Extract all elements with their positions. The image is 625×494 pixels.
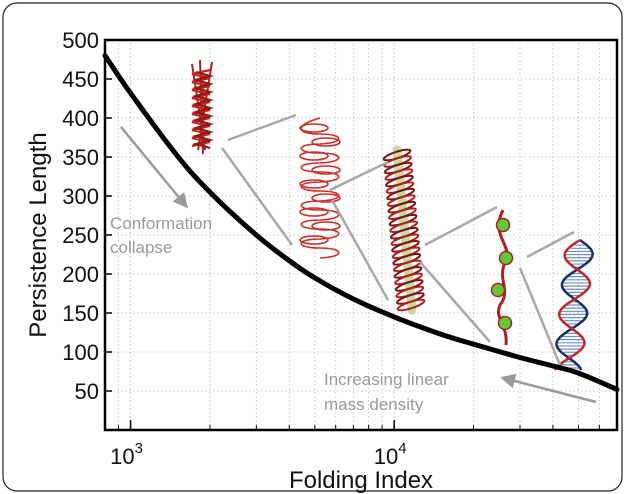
dna-double-helix-icon: [553, 238, 594, 371]
x-tick-label: 104: [374, 440, 407, 469]
x-axis-title: Folding Index: [289, 467, 433, 494]
chromatin-fiber-icon: [191, 59, 215, 155]
solenoid-fiber-icon: [382, 145, 426, 315]
y-tick-label: 450: [62, 67, 99, 92]
annotation-line-2: mass density: [324, 395, 424, 414]
grid-layer: [105, 40, 617, 430]
y-tick-label: 250: [62, 223, 99, 248]
illustration-connectors: [220, 113, 575, 366]
annotation-increasing-density: Increasing linear mass density: [324, 370, 597, 414]
tick-layer: 50 100 150 200 250 300 350 400 450 500 103 104: [62, 28, 600, 469]
annotation-conformation-collapse: Conformation collapse: [110, 126, 212, 257]
y-tick-label: 100: [62, 340, 99, 365]
y-tick-label: 150: [62, 301, 99, 326]
y-tick-label: 400: [62, 106, 99, 131]
annotation-line-1: Increasing linear: [324, 370, 449, 389]
annotation-line-1: Conformation: [110, 214, 212, 233]
looped-fiber-icon: [299, 117, 341, 259]
y-tick-label: 50: [75, 379, 99, 404]
y-tick-label: 500: [62, 28, 99, 53]
series-line: [102, 53, 620, 392]
y-tick-label: 300: [62, 184, 99, 209]
annotation-line-2: collapse: [110, 238, 172, 257]
y-tick-label: 350: [62, 145, 99, 170]
y-tick-label: 200: [62, 262, 99, 287]
x-tick-label: 103: [110, 440, 143, 469]
beads-on-string-icon: [490, 209, 514, 346]
y-axis-title: Persistence Length: [25, 132, 52, 337]
